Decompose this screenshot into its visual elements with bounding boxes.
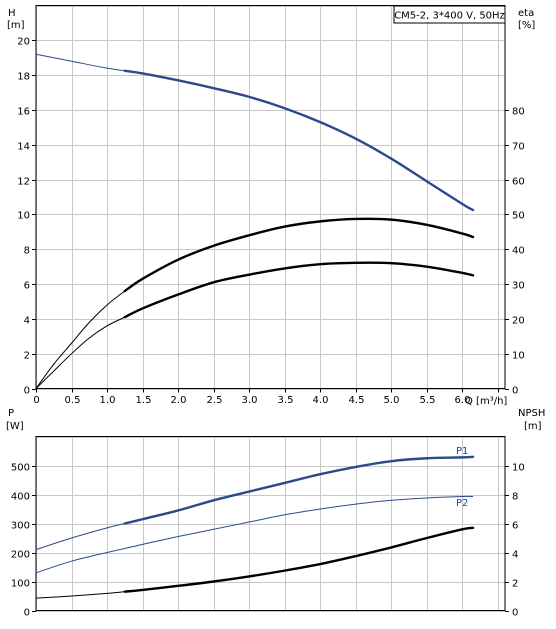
- p2-curve: [35, 495, 474, 574]
- power-tick-label: 300: [11, 521, 30, 532]
- eta-tick-label: 10: [512, 351, 525, 362]
- eta-tick-label: 0: [512, 386, 518, 397]
- top-curves: [35, 53, 475, 389]
- p1-curve-bold: [123, 455, 475, 525]
- power-axis-unit: [W]: [6, 421, 24, 432]
- eta-tick-label: 40: [512, 246, 525, 257]
- x-tick-label: 0.5: [65, 395, 81, 406]
- eta-tick-label: 70: [512, 142, 525, 153]
- x-tick-label: 1.0: [100, 395, 116, 406]
- top-plot-frame: [35, 5, 506, 389]
- power-tick-label: 500: [11, 463, 30, 474]
- head-tick-label: 18: [17, 72, 30, 83]
- power-axis-tick-labels: 0 100 200 300 400 500: [11, 463, 30, 619]
- eta_total-curve-bold: [123, 217, 475, 293]
- eta-axis-unit: [%]: [518, 20, 535, 31]
- x-tick-label: 3.5: [278, 395, 294, 406]
- head-axis-tick-labels: 0 2 4 6 8 10 12 14 16 18 20: [17, 37, 30, 397]
- head-tick-label: 12: [17, 177, 30, 188]
- x-tick-label: 2.5: [207, 395, 223, 406]
- npsh-tick-label: 8: [512, 492, 518, 503]
- npsh-axis-unit: [m]: [524, 421, 542, 432]
- power-tick-label: 100: [11, 579, 30, 590]
- bottom-ticks: [32, 466, 509, 612]
- eta-tick-label: 50: [512, 211, 525, 222]
- eta-axis-label: eta: [518, 8, 534, 19]
- p1-series-label: P1: [456, 446, 468, 457]
- eta-tick-label: 30: [512, 281, 525, 292]
- x-tick-label: 1.5: [136, 395, 152, 406]
- x-tick-label: 4.0: [313, 395, 329, 406]
- head-tick-label: 20: [17, 37, 30, 48]
- head-tick-label: 0: [24, 386, 30, 397]
- npsh-tick-label: 10: [512, 463, 525, 474]
- power-axis-label: P: [8, 408, 14, 419]
- npsh-curve-bold: [123, 526, 475, 593]
- x-tick-label: 3.0: [242, 395, 258, 406]
- bottom-plot-frame: [35, 436, 506, 611]
- head-tick-label: 10: [17, 211, 30, 222]
- npsh-axis-label: NPSH: [518, 408, 545, 419]
- bottom-panel: 0 100 200 300 400 500 0 2 4 6 8 10 P1 P2 P [W] NPS…: [6, 408, 545, 619]
- head-curve-bold: [123, 69, 475, 212]
- chart-title: CM5-2, 3*400 V, 50Hz: [394, 11, 505, 22]
- p2-series-label: P2: [456, 498, 468, 509]
- eta-tick-label: 20: [512, 316, 525, 327]
- x-tick-label: 4.5: [349, 395, 365, 406]
- top-x-tick-labels: 0 0.5 1.0 1.5 2.0 2.5 3.0 3.5 4.0 4.5 5.0 5.5 6.0: [33, 395, 470, 406]
- bottom-curves: [35, 455, 475, 599]
- top-panel: 0 0.5 1.0 1.5 2.0 2.5 3.0 3.5 4.0 4.5 5.0 5.5 6.0 0 2…: [7, 5, 535, 407]
- flow-axis-label: Q [m³/h]: [465, 396, 507, 407]
- power-tick-label: 200: [11, 550, 30, 561]
- head-tick-label: 8: [24, 246, 30, 257]
- x-tick-label: 2.0: [171, 395, 187, 406]
- npsh-tick-label: 2: [512, 579, 518, 590]
- bottom-grid: [36, 436, 505, 612]
- power-tick-label: 400: [11, 492, 30, 503]
- npsh-tick-label: 4: [512, 550, 518, 561]
- eta-axis-tick-labels: 0 10 20 30 40 50 60 70 80: [512, 107, 525, 397]
- x-tick-label: 0: [33, 395, 39, 406]
- head-tick-label: 4: [24, 316, 30, 327]
- eta_pump-curve-bold: [123, 261, 475, 319]
- head-tick-label: 16: [17, 107, 30, 118]
- head-tick-label: 14: [17, 142, 30, 153]
- head-axis-unit: [m]: [7, 20, 25, 31]
- eta-tick-label: 60: [512, 177, 525, 188]
- npsh-axis-tick-labels: 0 2 4 6 8 10: [512, 463, 525, 619]
- x-tick-label: 5.0: [384, 395, 400, 406]
- eta-tick-label: 80: [512, 107, 525, 118]
- x-tick-label: 5.5: [420, 395, 436, 406]
- title-box: [393, 5, 506, 24]
- top-ticks: [32, 40, 509, 393]
- head-tick-label: 6: [24, 281, 30, 292]
- power-tick-label: 0: [24, 608, 30, 619]
- npsh-tick-label: 0: [512, 608, 518, 619]
- npsh-tick-label: 6: [512, 521, 518, 532]
- head-axis-label: H: [8, 8, 16, 19]
- x-tick-label: 6.0: [455, 395, 471, 406]
- head-tick-label: 2: [24, 351, 30, 362]
